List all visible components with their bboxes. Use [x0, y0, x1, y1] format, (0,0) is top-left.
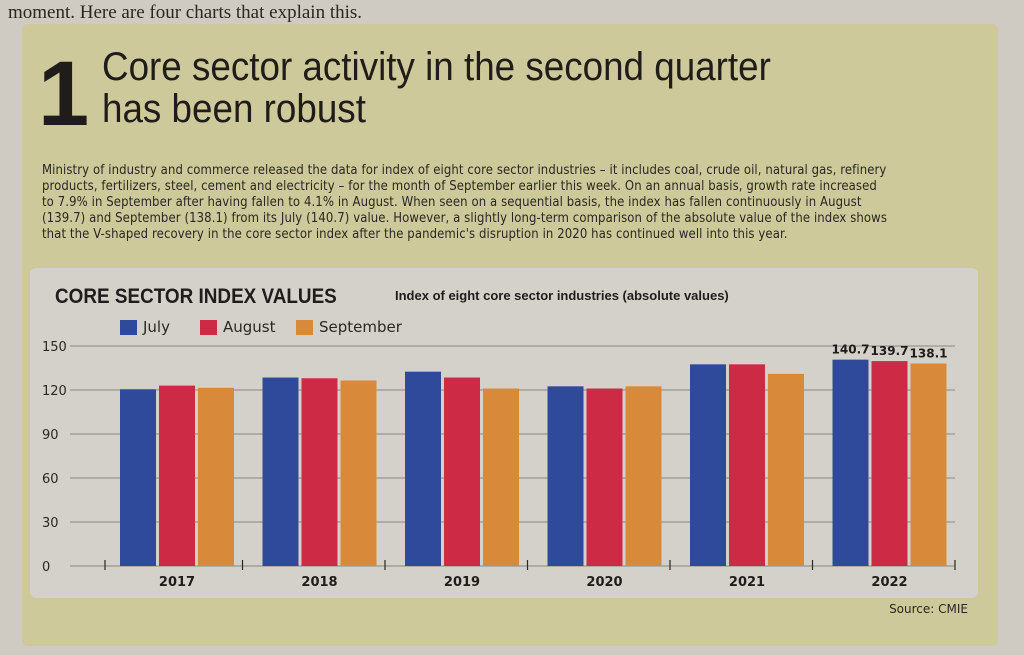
x-tick-label: 2019 — [444, 575, 480, 590]
bar-september-2021 — [768, 373, 804, 566]
x-tick-label: 2018 — [301, 575, 337, 590]
headline: Core sector activity in the second quart… — [102, 46, 771, 130]
legend-item-september: September — [296, 318, 402, 336]
bar-july-2020 — [547, 386, 584, 566]
data-label: 140.7 — [832, 343, 870, 357]
body-paragraph: Ministry of industry and commerce releas… — [42, 163, 888, 242]
data-label: 138.1 — [910, 346, 948, 360]
legend-label-september: September — [319, 318, 402, 336]
headline-line-2: has been robust — [102, 87, 366, 131]
x-tick-label: 2017 — [159, 575, 195, 590]
bar-august-2017 — [159, 385, 195, 566]
bar-august-2021 — [729, 364, 765, 566]
legend-swatch-july — [120, 319, 137, 335]
legend-swatch-september — [296, 319, 313, 335]
x-tick-label: 2022 — [871, 575, 907, 590]
y-tick-label: 120 — [42, 384, 67, 399]
y-tick-label: 90 — [42, 428, 59, 443]
bar-september-2018 — [340, 380, 377, 566]
bar-august-2022 — [871, 361, 908, 566]
bar-september-2020 — [625, 386, 662, 566]
bar-august-2019 — [444, 377, 480, 566]
chart-title: CORE SECTOR INDEX VALUES — [55, 285, 337, 308]
data-label: 139.7 — [871, 344, 909, 358]
legend-swatch-august — [200, 319, 217, 335]
intro-text: moment. Here are four charts that explai… — [8, 2, 363, 23]
y-tick-label: 0 — [42, 560, 50, 575]
bar-august-2020 — [586, 388, 623, 566]
bar-september-2017 — [198, 387, 234, 566]
source-note: Source: CMIE — [889, 602, 968, 616]
legend-label-august: August — [223, 318, 276, 336]
bar-july-2021 — [690, 364, 726, 566]
y-tick-label: 150 — [42, 340, 67, 355]
y-tick-label: 60 — [42, 472, 59, 487]
headline-line-1: Core sector activity in the second quart… — [102, 45, 771, 89]
legend-item-july: July — [120, 318, 170, 336]
chart-subtitle: Index of eight core sector industries (a… — [395, 288, 729, 303]
legend-item-august: August — [200, 318, 276, 336]
bar-july-2018 — [262, 377, 299, 566]
bar-july-2019 — [405, 371, 441, 566]
bar-september-2019 — [483, 388, 519, 566]
x-tick-label: 2021 — [729, 575, 765, 590]
legend-label-july: July — [143, 318, 170, 336]
chart-number: 1 — [38, 43, 90, 145]
bar-august-2018 — [301, 378, 338, 566]
x-tick-label: 2020 — [586, 575, 622, 590]
bar-september-2022 — [910, 363, 947, 566]
y-tick-label: 30 — [42, 516, 59, 531]
bar-july-2022 — [832, 359, 869, 566]
bar-july-2017 — [120, 389, 156, 566]
